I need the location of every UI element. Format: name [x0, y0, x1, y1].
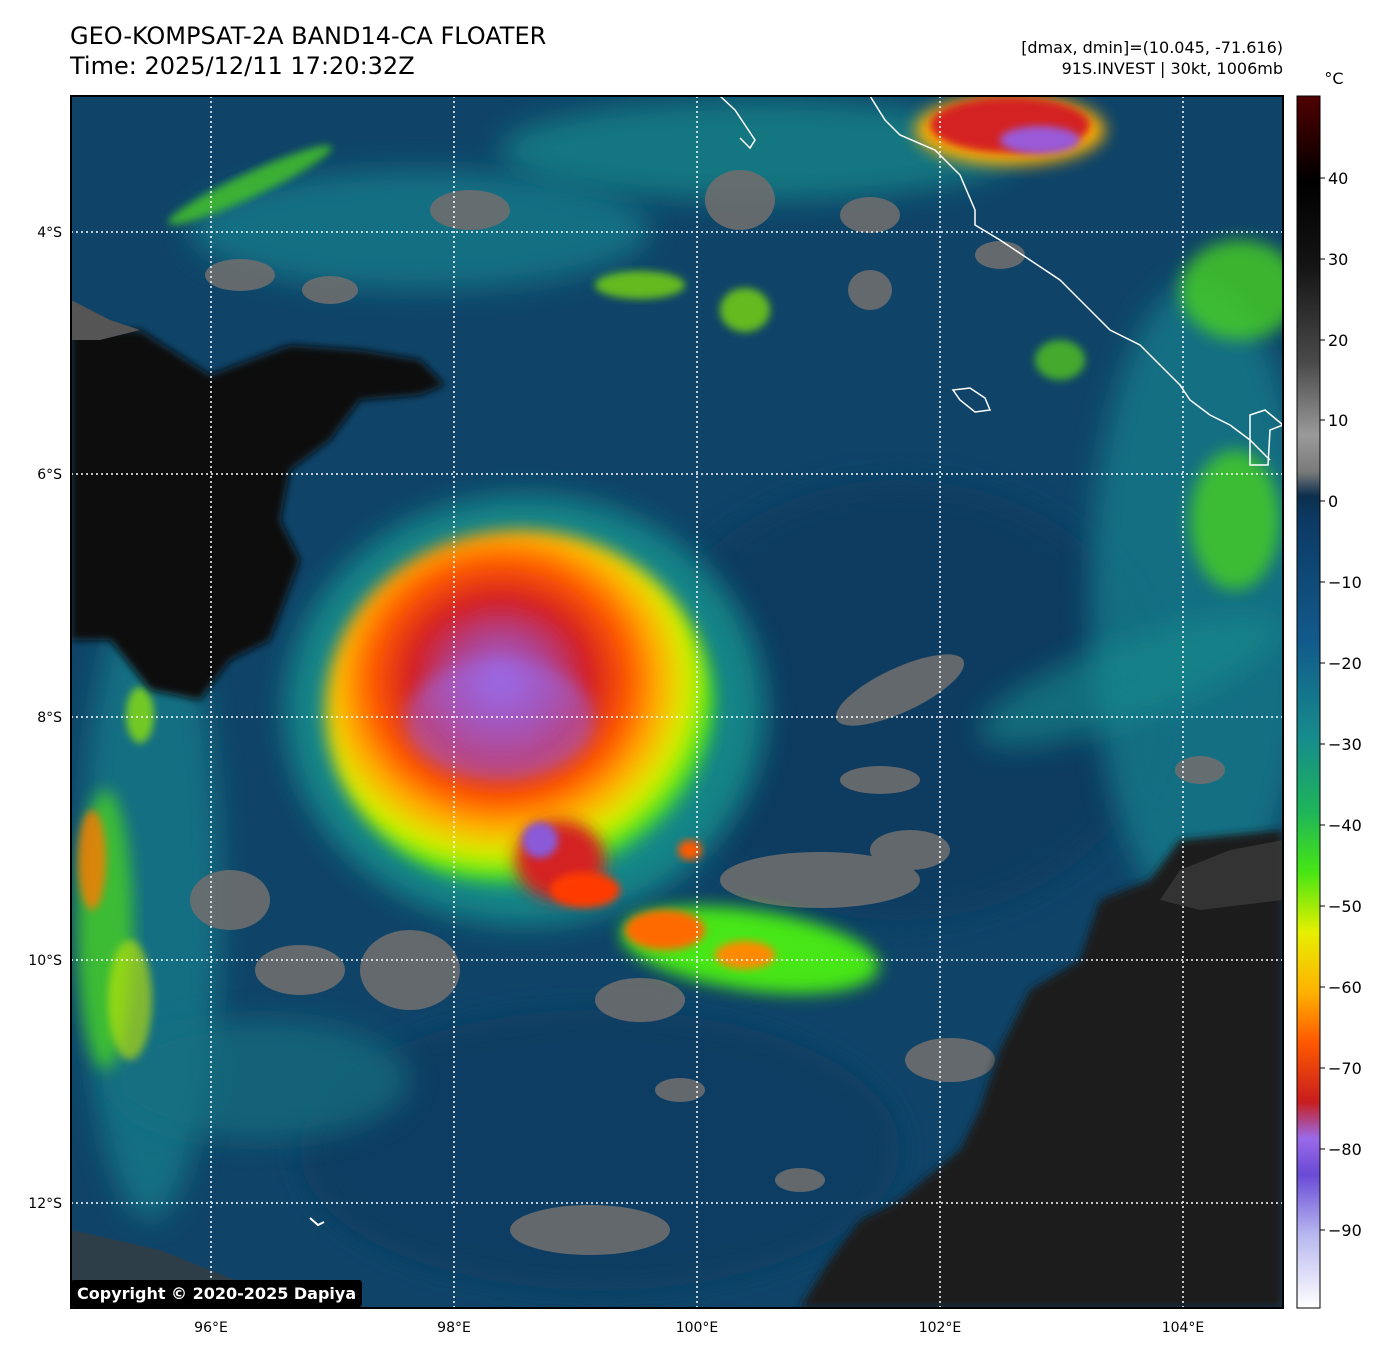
gridlines: [71, 96, 1283, 1308]
lon-tick-label: 100°E: [676, 1320, 719, 1336]
map-frame: [70, 95, 1284, 1309]
colorbar-tick-label: 20: [1328, 331, 1348, 350]
colorbar-tick-label: 30: [1328, 250, 1348, 269]
colorbar-tick-label: −30: [1328, 735, 1362, 754]
colorbar-tick-label: 40: [1328, 169, 1348, 188]
coastline: [869, 96, 1271, 461]
figure-title: GEO-KOMPSAT-2A BAND14-CA FLOATER: [70, 22, 547, 50]
colorbar-tick-label: −10: [1328, 573, 1362, 592]
lon-tick-label: 96°E: [194, 1320, 228, 1336]
lon-tick-label: 102°E: [919, 1320, 962, 1336]
colorbar-tick-label: −80: [1328, 1140, 1362, 1159]
copyright-badge: Copyright © 2020-2025 Dapiya: [71, 1280, 363, 1307]
colorbar-tick-label: −90: [1328, 1221, 1362, 1240]
colorbar-tick-label: 10: [1328, 411, 1348, 430]
lat-tick-label: 8°S: [37, 710, 62, 726]
satellite-image: [71, 96, 1283, 1308]
colorbar-tick-label: −20: [1328, 654, 1362, 673]
longitude-axis: 96°E 98°E 100°E 102°E 104°E: [194, 1320, 1204, 1336]
colorbar: °C 40 30 20 10 0 −10 −20 −30 −40 −50 −60: [1296, 69, 1362, 1309]
storm-info-text: 91S.INVEST | 30kt, 1006mb: [1061, 59, 1283, 78]
colorbar-tick-label: −60: [1328, 978, 1362, 997]
lon-tick-label: 104°E: [1162, 1320, 1205, 1336]
data-range-text: [dmax, dmin]=(10.045, -71.616): [1021, 38, 1283, 57]
latitude-axis: 4°S 6°S 8°S 10°S 12°S: [28, 225, 62, 1212]
colorbar-unit: °C: [1324, 69, 1343, 88]
lat-tick-label: 4°S: [37, 225, 62, 241]
colorbar-tick-label: 0: [1328, 492, 1338, 511]
figure-time: Time: 2025/12/11 17:20:32Z: [70, 52, 415, 80]
colorbar-tick-label: −50: [1328, 897, 1362, 916]
colorbar-tick-label: −70: [1328, 1059, 1362, 1078]
lat-tick-label: 12°S: [28, 1196, 62, 1212]
lon-tick-label: 98°E: [437, 1320, 471, 1336]
colorbar-gradient: [1296, 95, 1321, 1309]
colorbar-tick-label: −40: [1328, 816, 1362, 835]
lat-tick-label: 6°S: [37, 467, 62, 483]
lat-tick-label: 10°S: [28, 953, 62, 969]
